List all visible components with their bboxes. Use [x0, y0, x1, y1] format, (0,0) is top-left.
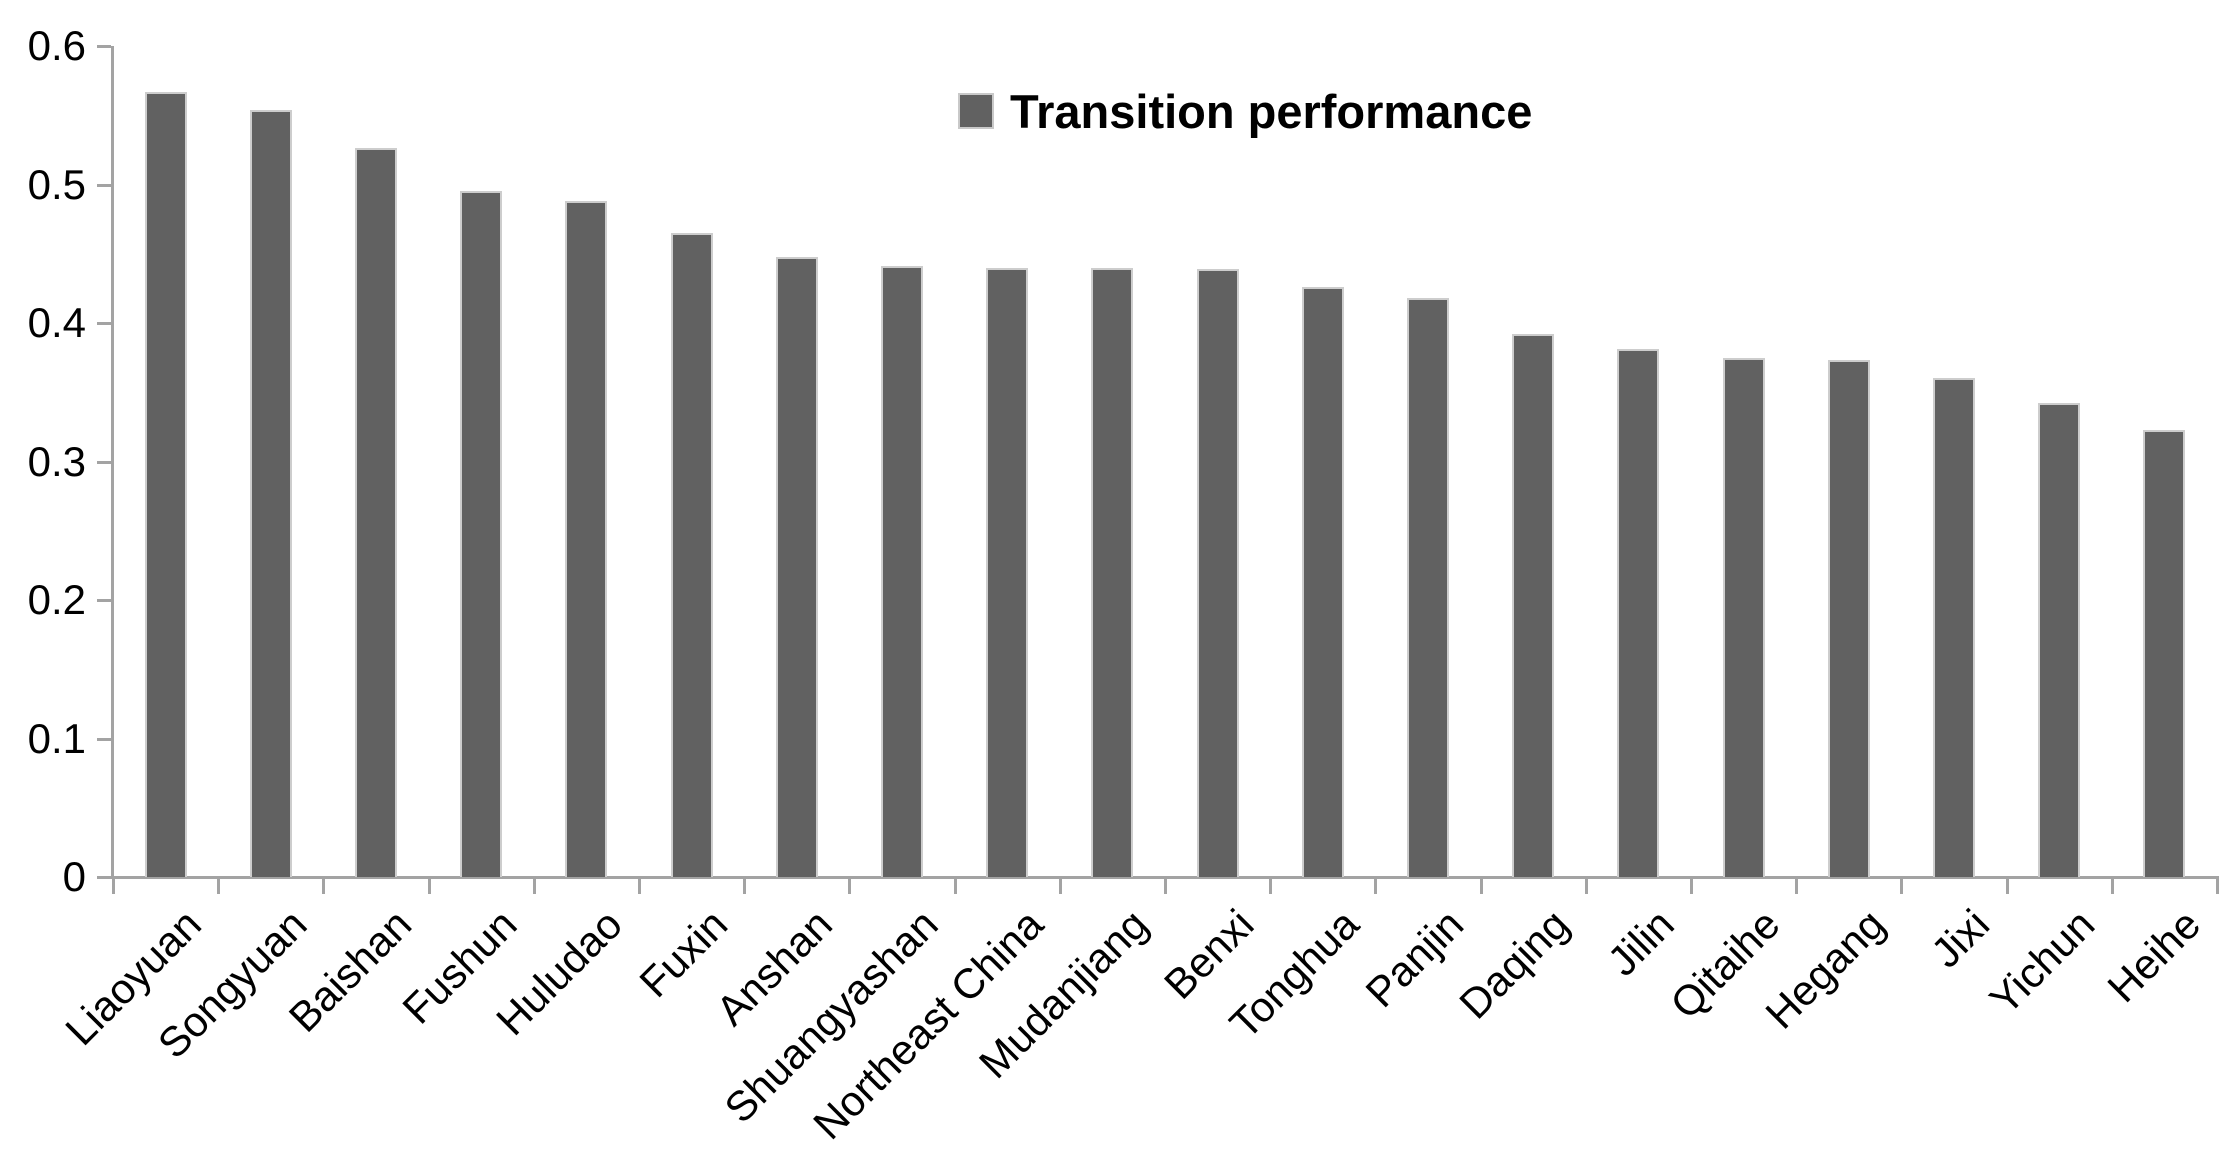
y-tick-label: 0.6 [27, 22, 86, 69]
bar [1407, 298, 1449, 877]
x-tick [848, 877, 852, 894]
x-tick-label: Yichun [1980, 900, 2104, 1024]
x-tick [532, 877, 536, 894]
x-tick [1584, 877, 1588, 894]
x-tick-label: Daqing [1450, 900, 1578, 1028]
x-tick [217, 877, 221, 894]
y-tick [97, 322, 111, 325]
x-tick [2005, 877, 2009, 894]
x-tick [2216, 877, 2219, 894]
bar [355, 148, 397, 877]
bar [1512, 334, 1555, 877]
bar [144, 91, 187, 877]
legend-swatch [958, 93, 994, 129]
y-tick-label: 0.2 [27, 576, 86, 623]
x-tick [1374, 877, 1378, 894]
x-tick [112, 877, 115, 894]
y-tick-label: 0.5 [27, 160, 86, 208]
x-tick [1795, 877, 1799, 894]
bar [1617, 349, 1660, 877]
bar [460, 191, 503, 877]
x-tick [743, 877, 747, 894]
legend-label: Transition performance [1010, 84, 1533, 138]
x-tick-label: Heihe [2098, 900, 2209, 1012]
y-tick-label: 0.1 [27, 714, 86, 762]
y-tick [97, 460, 111, 464]
bar [2038, 403, 2081, 877]
bar [670, 232, 713, 877]
bar [249, 109, 292, 877]
bar [775, 256, 818, 877]
x-tick [1690, 877, 1693, 894]
legend: Transition performance [958, 85, 1532, 138]
bar [1722, 357, 1765, 877]
x-tick [953, 877, 957, 894]
bar [1196, 268, 1239, 877]
x-tick [1479, 877, 1483, 894]
y-tick [97, 876, 111, 879]
x-tick [638, 877, 641, 894]
y-tick [97, 737, 111, 741]
bar [565, 201, 608, 877]
x-tick [1269, 877, 1273, 894]
x-tick-label: Jixi [1922, 900, 1999, 977]
y-tick [97, 183, 111, 187]
x-tick [1058, 877, 1062, 894]
x-tick [2110, 877, 2114, 894]
y-tick-label: 0.4 [27, 299, 86, 346]
y-tick-label: 0 [62, 853, 86, 900]
bar [986, 267, 1029, 877]
bar [2143, 429, 2186, 877]
bar [1827, 360, 1870, 877]
bar [1933, 378, 1975, 877]
y-axis-line [111, 46, 114, 879]
x-tick [1900, 877, 1904, 894]
x-tick [1164, 877, 1167, 894]
bar [1301, 286, 1344, 877]
x-tick-label: Jilin [1598, 900, 1683, 985]
y-tick [97, 599, 111, 602]
y-tick-label: 0.3 [27, 437, 86, 485]
x-tick [427, 877, 431, 894]
x-tick [322, 877, 326, 894]
bar [1091, 267, 1134, 877]
bar [881, 266, 923, 877]
y-tick [97, 45, 111, 48]
